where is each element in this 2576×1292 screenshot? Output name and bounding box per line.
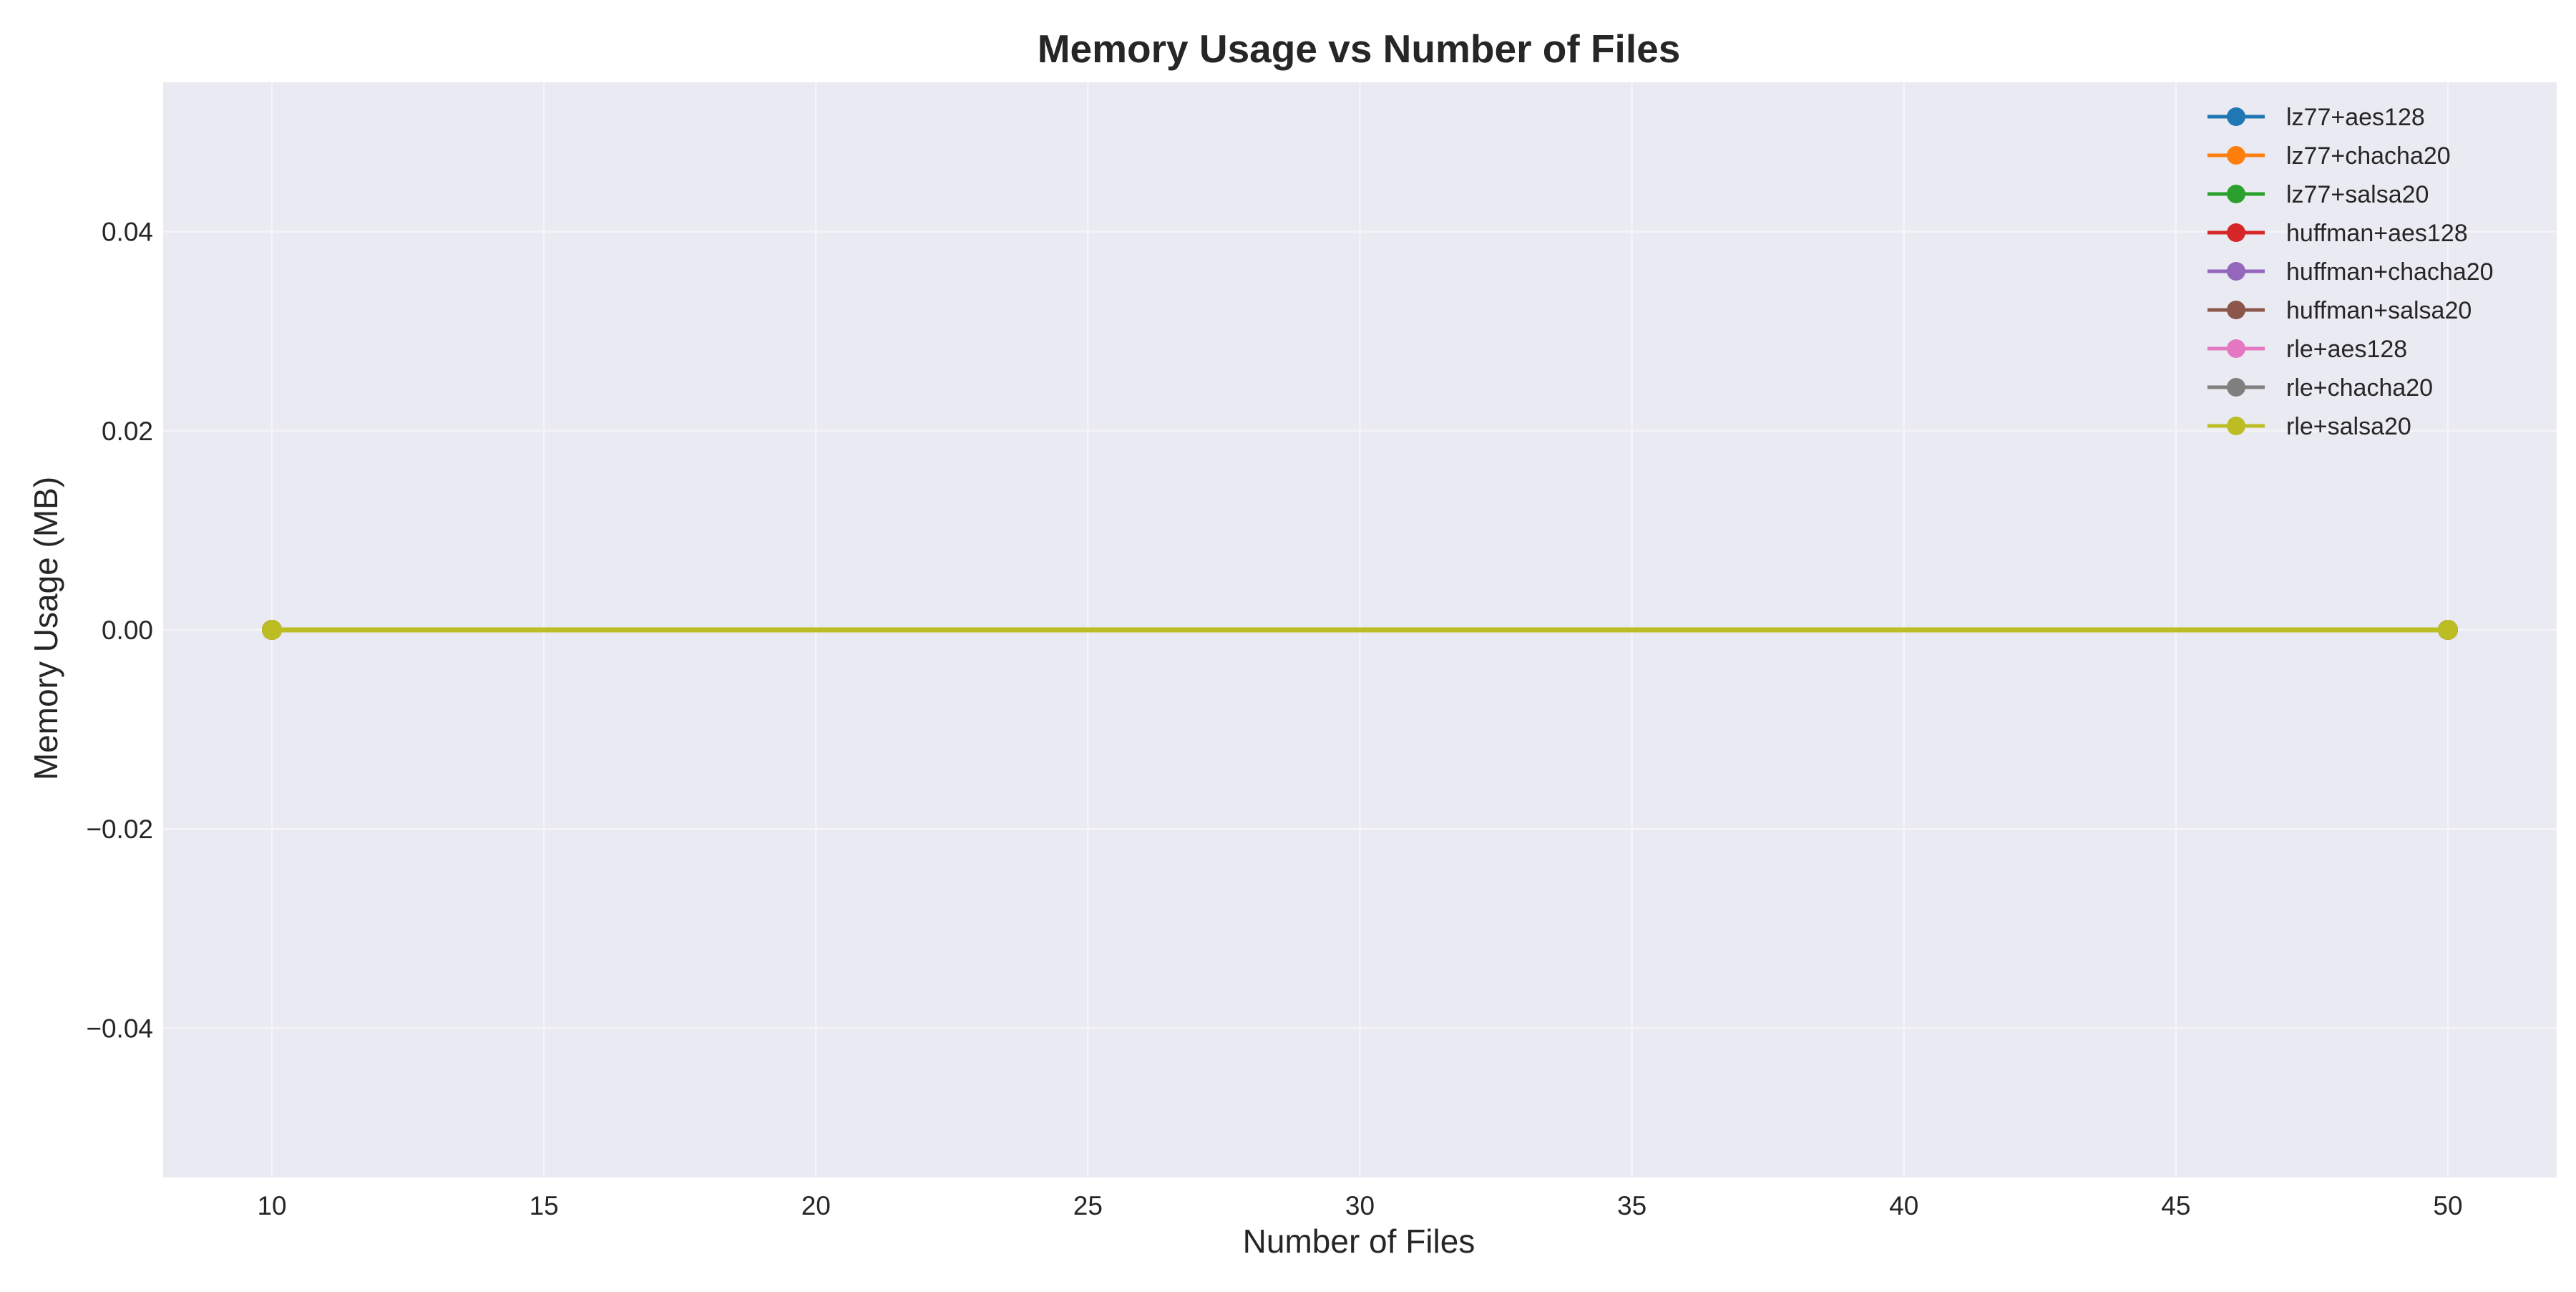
legend-marker [2227, 339, 2245, 358]
legend-item: lz77+salsa20 [2207, 181, 2429, 208]
legend-marker [2227, 301, 2245, 319]
legend-marker [2227, 262, 2245, 281]
legend-marker [2227, 417, 2245, 435]
legend-item: lz77+aes128 [2207, 104, 2425, 131]
x-axis-label: Number of Files [1243, 1223, 1475, 1260]
y-tick-label: 0.04 [102, 218, 153, 247]
series-rle-salsa20 [262, 620, 2458, 640]
y-axis-ticks: 0.04 0.02 0.00 −0.02 −0.04 [86, 218, 153, 1044]
y-tick-label: −0.04 [86, 1014, 153, 1043]
x-tick-label: 50 [2433, 1191, 2462, 1220]
legend-label: rle+salsa20 [2286, 413, 2411, 440]
legend-marker [2227, 223, 2245, 242]
legend-item: rle+salsa20 [2207, 413, 2411, 440]
legend-item: huffman+salsa20 [2207, 297, 2472, 324]
x-tick-label: 45 [2161, 1191, 2190, 1220]
legend: lz77+aes128 lz77+chacha20 lz77+salsa20 huff… [2207, 104, 2494, 440]
legend-marker [2227, 185, 2245, 203]
legend-label: lz77+salsa20 [2286, 181, 2429, 208]
x-tick-label: 10 [257, 1191, 286, 1220]
data-point [262, 620, 283, 640]
legend-marker [2227, 378, 2245, 397]
legend-label: huffman+aes128 [2286, 220, 2468, 247]
x-tick-label: 15 [530, 1191, 559, 1220]
legend-label: rle+aes128 [2286, 336, 2407, 363]
x-tick-label: 35 [1617, 1191, 1646, 1220]
x-tick-label: 20 [801, 1191, 831, 1220]
legend-label: huffman+salsa20 [2286, 297, 2472, 324]
x-tick-label: 25 [1073, 1191, 1103, 1220]
legend-item: huffman+aes128 [2207, 220, 2468, 247]
chart-title: Memory Usage vs Number of Files [1038, 26, 1681, 71]
x-tick-label: 30 [1345, 1191, 1375, 1220]
x-tick-label: 40 [1889, 1191, 1918, 1220]
y-tick-label: −0.02 [86, 815, 153, 844]
legend-item: lz77+chacha20 [2207, 142, 2451, 170]
legend-label: lz77+aes128 [2286, 104, 2425, 131]
x-axis-ticks: 10 15 20 25 30 35 40 45 50 [257, 1191, 2462, 1220]
legend-item: huffman+chacha20 [2207, 258, 2494, 286]
y-tick-label: 0.02 [102, 417, 153, 446]
legend-label: rle+chacha20 [2286, 374, 2433, 402]
legend-label: lz77+chacha20 [2286, 142, 2451, 170]
legend-item: rle+aes128 [2207, 336, 2407, 363]
legend-marker [2227, 146, 2245, 165]
legend-marker [2227, 107, 2245, 126]
y-tick-label: 0.00 [102, 616, 153, 645]
series-group [262, 620, 2458, 640]
y-axis-label: Memory Usage (MB) [27, 477, 64, 780]
data-point [2437, 620, 2458, 640]
legend-label: huffman+chacha20 [2286, 258, 2494, 286]
legend-item: rle+chacha20 [2207, 374, 2433, 402]
